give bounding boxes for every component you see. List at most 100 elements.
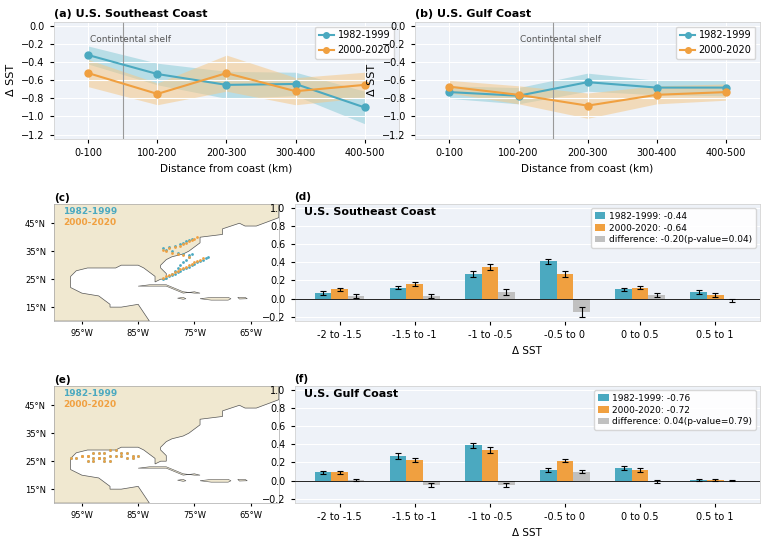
Point bbox=[110, 446, 122, 454]
Text: Contintental shelf: Contintental shelf bbox=[520, 35, 601, 44]
Point bbox=[163, 243, 175, 252]
Point bbox=[174, 265, 187, 274]
Bar bbox=[557, 274, 573, 299]
Point bbox=[65, 454, 77, 463]
Bar bbox=[482, 267, 498, 299]
Point bbox=[98, 457, 111, 465]
Bar bbox=[690, 292, 707, 299]
Text: U.S. Gulf Coast: U.S. Gulf Coast bbox=[304, 389, 398, 399]
Point bbox=[121, 454, 133, 463]
Point bbox=[104, 457, 116, 465]
X-axis label: Δ SST: Δ SST bbox=[512, 527, 542, 538]
Bar bbox=[498, 480, 515, 485]
Point bbox=[183, 253, 195, 261]
Point bbox=[171, 267, 184, 275]
Point bbox=[76, 451, 88, 460]
Point bbox=[157, 273, 170, 282]
Point bbox=[177, 263, 189, 272]
Point bbox=[81, 457, 94, 465]
Point bbox=[104, 451, 116, 460]
Point bbox=[127, 454, 139, 463]
Point bbox=[110, 451, 122, 460]
Bar bbox=[723, 299, 740, 300]
Point bbox=[65, 454, 77, 463]
Point bbox=[174, 261, 187, 269]
Point bbox=[161, 247, 173, 255]
Point bbox=[76, 451, 88, 460]
Point bbox=[171, 249, 184, 258]
Y-axis label: Δ SST: Δ SST bbox=[367, 64, 377, 96]
Text: U.S. Southeast Coast: U.S. Southeast Coast bbox=[304, 207, 435, 217]
Legend: 1982-1999: -0.44, 2000-2020: -0.64, difference: -0.20(p-value=0.04): 1982-1999: -0.44, 2000-2020: -0.64, diff… bbox=[591, 208, 756, 248]
Polygon shape bbox=[54, 386, 279, 503]
Point bbox=[183, 251, 195, 260]
Y-axis label: Δ SST: Δ SST bbox=[5, 64, 15, 96]
Bar bbox=[331, 472, 348, 480]
Text: (a) U.S. Southeast Coast: (a) U.S. Southeast Coast bbox=[54, 10, 207, 19]
Point bbox=[180, 239, 192, 247]
Point bbox=[171, 263, 184, 272]
Point bbox=[127, 451, 139, 460]
Point bbox=[161, 246, 173, 254]
Point bbox=[180, 262, 192, 271]
Point bbox=[98, 448, 111, 457]
Bar bbox=[498, 292, 515, 299]
Point bbox=[180, 263, 192, 272]
Point bbox=[180, 255, 192, 264]
Point bbox=[169, 241, 181, 250]
Point bbox=[70, 454, 82, 463]
Point bbox=[161, 272, 173, 281]
Text: 2000-2020: 2000-2020 bbox=[63, 218, 116, 227]
Point bbox=[177, 249, 189, 258]
Point bbox=[87, 448, 99, 457]
Point bbox=[180, 237, 192, 246]
Point bbox=[166, 247, 178, 255]
Point bbox=[157, 244, 170, 253]
Point bbox=[110, 451, 122, 460]
Bar bbox=[573, 299, 590, 312]
Point bbox=[161, 273, 173, 282]
Point bbox=[169, 268, 181, 276]
Bar bbox=[573, 472, 590, 480]
Bar bbox=[632, 288, 648, 299]
Point bbox=[157, 246, 170, 254]
Point bbox=[115, 451, 127, 460]
Point bbox=[115, 448, 127, 457]
Bar bbox=[423, 480, 439, 485]
Point bbox=[169, 243, 181, 252]
Point bbox=[132, 451, 144, 460]
Point bbox=[87, 454, 99, 463]
Bar bbox=[315, 472, 331, 480]
Bar bbox=[315, 293, 331, 299]
Point bbox=[76, 451, 88, 460]
Point bbox=[188, 258, 200, 267]
Point bbox=[188, 260, 200, 268]
Point bbox=[194, 255, 206, 264]
Point bbox=[98, 454, 111, 463]
Point bbox=[191, 256, 204, 265]
Point bbox=[177, 240, 189, 248]
Point bbox=[81, 457, 94, 465]
Bar bbox=[406, 284, 423, 299]
Point bbox=[171, 268, 184, 276]
Polygon shape bbox=[177, 479, 186, 481]
Text: (b) U.S. Gulf Coast: (b) U.S. Gulf Coast bbox=[415, 10, 531, 19]
Bar bbox=[331, 289, 348, 299]
Point bbox=[81, 451, 94, 460]
Point bbox=[166, 270, 178, 279]
Point bbox=[163, 270, 175, 279]
Text: (c): (c) bbox=[54, 193, 70, 203]
Point bbox=[98, 448, 111, 457]
Legend: 1982-1999: -0.76, 2000-2020: -0.72, difference: 0.04(p-value=0.79): 1982-1999: -0.76, 2000-2020: -0.72, diff… bbox=[594, 390, 756, 430]
Point bbox=[157, 275, 170, 283]
Bar bbox=[648, 480, 665, 481]
Point bbox=[183, 261, 195, 269]
Polygon shape bbox=[177, 298, 186, 299]
Bar bbox=[390, 288, 406, 299]
Point bbox=[200, 254, 212, 262]
X-axis label: Distance from coast (km): Distance from coast (km) bbox=[161, 164, 293, 174]
Text: 1982-1999: 1982-1999 bbox=[63, 389, 117, 398]
Point bbox=[81, 451, 94, 460]
Point bbox=[104, 446, 116, 454]
Bar bbox=[540, 470, 557, 480]
